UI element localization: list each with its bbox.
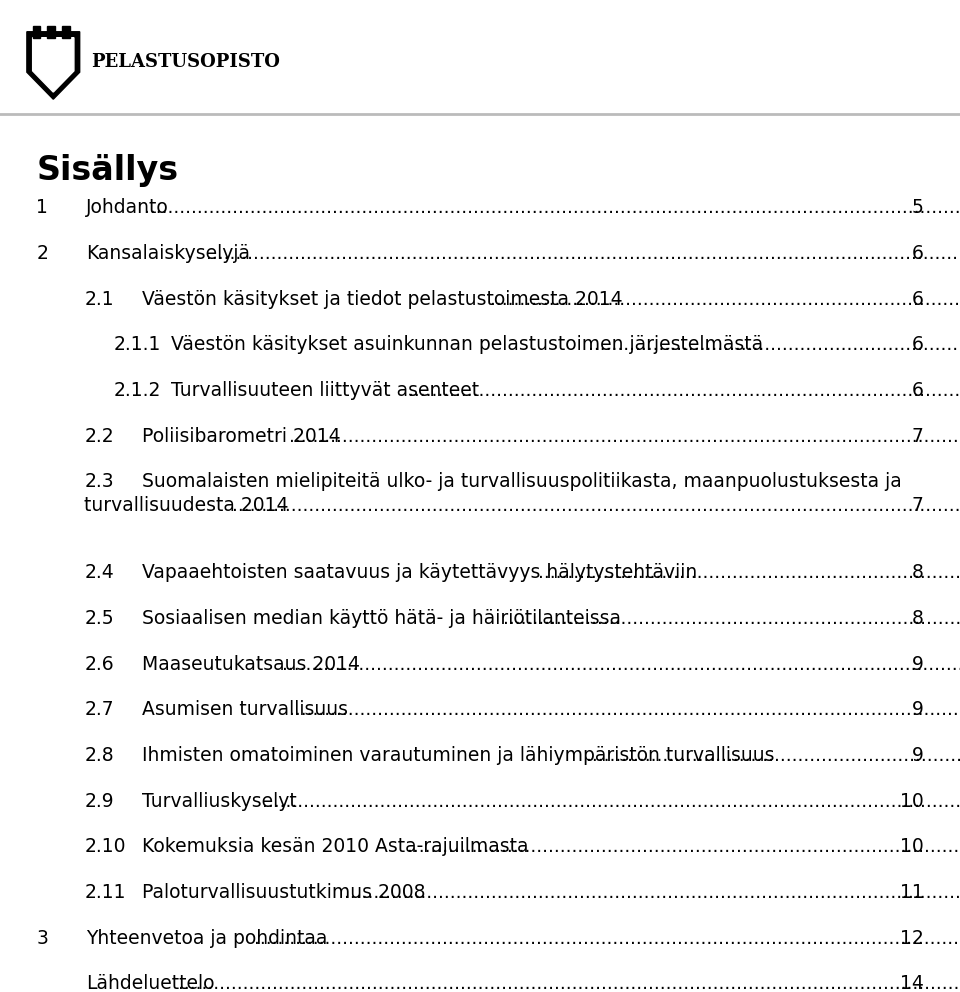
Text: .................................................................: ........................................… [587, 746, 960, 765]
Text: .................................................................: ........................................… [588, 335, 960, 354]
Text: 2.5: 2.5 [84, 609, 114, 628]
Text: 2.3: 2.3 [84, 472, 114, 491]
Text: ................................................................................: ........................................… [205, 244, 960, 263]
Text: ................................................................................: ........................................… [289, 427, 960, 445]
Text: Ihmisten omatoiminen varautuminen ja lähiympäristön turvallisuus: Ihmisten omatoiminen varautuminen ja läh… [142, 746, 775, 765]
Text: ................................................................................: ........................................… [408, 381, 960, 400]
Text: Poliisibarometri 2014: Poliisibarometri 2014 [142, 427, 341, 445]
Polygon shape [47, 26, 55, 38]
Text: 6: 6 [912, 244, 924, 263]
Text: 2.4: 2.4 [84, 563, 114, 582]
Text: turvallisuudesta 2014: turvallisuudesta 2014 [84, 496, 289, 515]
Text: Kansalaiskyselyjä: Kansalaiskyselyjä [86, 244, 251, 263]
Polygon shape [62, 26, 69, 38]
Text: ................................................................................: ........................................… [490, 290, 960, 309]
Text: ................................................................................: ........................................… [503, 609, 960, 628]
Text: ...........................................................................: ........................................… [538, 563, 960, 582]
Text: 1: 1 [36, 198, 48, 217]
Text: ................................................................................: ........................................… [254, 929, 960, 947]
Text: Yhteenvetoa ja pohdintaa: Yhteenvetoa ja pohdintaa [86, 929, 327, 947]
Text: 9: 9 [912, 700, 924, 719]
Text: Sosiaalisen median käyttö hätä- ja häiriötilanteissa: Sosiaalisen median käyttö hätä- ja häiri… [142, 609, 621, 628]
Text: ................................................................................: ........................................… [144, 198, 960, 217]
Text: ................................................................................: ........................................… [261, 792, 960, 810]
Text: 2.1.1: 2.1.1 [113, 335, 160, 354]
Text: 11: 11 [900, 883, 924, 902]
Text: 9: 9 [912, 746, 924, 765]
Text: Vapaaehtoisten saatavuus ja käytettävyys hälytystehtäviin: Vapaaehtoisten saatavuus ja käytettävyys… [142, 563, 697, 582]
Text: 2.6: 2.6 [84, 655, 114, 674]
Text: 2.1: 2.1 [84, 290, 114, 309]
Text: 7: 7 [912, 496, 924, 515]
Text: ................................................................................: ........................................… [407, 837, 960, 856]
Text: 6: 6 [912, 335, 924, 354]
Text: 6: 6 [912, 381, 924, 400]
Text: 10: 10 [900, 837, 924, 856]
Text: Asumisen turvallisuus: Asumisen turvallisuus [142, 700, 348, 719]
Text: Johdanto: Johdanto [86, 198, 169, 217]
Text: 5: 5 [912, 198, 924, 217]
Polygon shape [27, 32, 80, 99]
Text: 7: 7 [912, 427, 924, 445]
Text: Väestön käsitykset ja tiedot pelastustoimesta 2014: Väestön käsitykset ja tiedot pelastustoi… [142, 290, 623, 309]
Text: 3: 3 [36, 929, 48, 947]
Polygon shape [33, 38, 74, 92]
Text: ................................................................................: ........................................… [179, 974, 960, 992]
Text: 2.2: 2.2 [84, 427, 114, 445]
Text: 2: 2 [36, 244, 48, 263]
Text: 9: 9 [912, 655, 924, 674]
Text: 2.8: 2.8 [84, 746, 114, 765]
Text: 2.1.2: 2.1.2 [113, 381, 160, 400]
Text: ................................................................................: ........................................… [289, 700, 960, 719]
Text: 2.7: 2.7 [84, 700, 114, 719]
Text: Turvalliuskyselyt: Turvalliuskyselyt [142, 792, 297, 810]
Text: Turvallisuuteen liittyvät asenteet: Turvallisuuteen liittyvät asenteet [171, 381, 479, 400]
Text: ................................................................................: ........................................… [345, 883, 960, 902]
Text: PELASTUSOPISTO: PELASTUSOPISTO [91, 54, 280, 71]
Text: 12: 12 [900, 929, 924, 947]
Text: Kokemuksia kesän 2010 Asta-rajuilmasta: Kokemuksia kesän 2010 Asta-rajuilmasta [142, 837, 529, 856]
Text: Paloturvallisuustutkimus 2008: Paloturvallisuustutkimus 2008 [142, 883, 425, 902]
Polygon shape [33, 26, 40, 38]
Text: 2.9: 2.9 [84, 792, 114, 810]
Text: Sisällys: Sisällys [36, 154, 179, 186]
Text: 6: 6 [912, 290, 924, 309]
Text: Väestön käsitykset asuinkunnan pelastustoimen järjestelmästä: Väestön käsitykset asuinkunnan pelastust… [171, 335, 763, 354]
Text: 10: 10 [900, 792, 924, 810]
Text: 2.10: 2.10 [84, 837, 126, 856]
Text: 2.11: 2.11 [84, 883, 126, 902]
Text: 14: 14 [900, 974, 924, 992]
Text: ................................................................................: ........................................… [282, 655, 960, 674]
Text: 8: 8 [912, 563, 924, 582]
Text: Maaseutukatsaus 2014: Maaseutukatsaus 2014 [142, 655, 360, 674]
Text: Suomalaisten mielipiteitä ulko- ja turvallisuuspolitiikasta, maanpuolustuksesta : Suomalaisten mielipiteitä ulko- ja turva… [142, 472, 901, 491]
Text: Lähdeluettelo: Lähdeluettelo [86, 974, 215, 992]
Text: ................................................................................: ........................................… [231, 496, 960, 515]
Text: 8: 8 [912, 609, 924, 628]
